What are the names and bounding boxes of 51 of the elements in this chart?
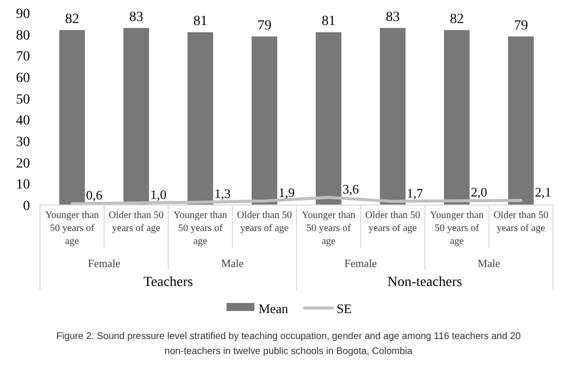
x-tick-label: Younger than 50 years of age: [302, 210, 356, 247]
y-tick-label: 80: [16, 28, 30, 44]
data-label: 83: [129, 10, 144, 25]
text: Female: [88, 258, 120, 270]
data-label: 1,9: [278, 184, 295, 200]
data-label: 1,7: [406, 185, 424, 200]
y-tick-label: 30: [16, 135, 30, 150]
bar: [444, 30, 470, 205]
data-label: 82: [450, 12, 464, 28]
text: Non-teachers: [387, 275, 462, 290]
y-tick-label: 90: [16, 7, 30, 22]
data-label: 82: [65, 12, 80, 28]
x-tick-label: Older than 50 years of age: [108, 210, 164, 234]
x-tick-label: Older than 50 years of age: [365, 210, 420, 234]
bar: [59, 30, 85, 205]
x-tick-label: Younger than 50 years of age: [45, 210, 99, 247]
x-tick-label: Older than 50 years of age: [236, 210, 292, 234]
data-label: 1,0: [150, 186, 166, 202]
data-label: 81: [322, 14, 336, 30]
data-label: 2,0: [470, 184, 488, 200]
data-label: 3,6: [342, 181, 360, 196]
y-tick-label: 0: [23, 199, 30, 214]
data-label: 81: [193, 14, 208, 30]
text: Teachers: [143, 275, 194, 290]
bar: [316, 32, 342, 205]
data-label: 79: [514, 18, 528, 34]
text: Figure 2. Sound pressure level stratified by teaching occupation, gender and age among 116 teachers and 20 non-teachers in twelve public schools in Bogota, Colombia: [56, 331, 521, 357]
legend-label: SE: [336, 301, 352, 316]
text: Female: [344, 258, 377, 270]
data-label: 0,6: [86, 188, 103, 203]
y-tick-label: 60: [16, 71, 30, 86]
bar: [252, 36, 278, 205]
data-label: 1,3: [214, 186, 231, 202]
y-tick-label: 40: [16, 114, 30, 129]
y-tick-label: 50: [16, 92, 30, 108]
data-label: 79: [257, 18, 272, 34]
y-tick-label: 10: [16, 178, 30, 193]
y-tick-label: 70: [16, 50, 30, 65]
bar: [123, 28, 150, 205]
x-tick-label: Older than 50 years of age: [493, 210, 548, 234]
bar: [508, 36, 534, 205]
x-tick-label: Younger than 50 years of age: [430, 210, 484, 247]
legend-label: Mean: [258, 301, 289, 316]
y-tick-label: 20: [16, 156, 30, 172]
data-label: 83: [386, 10, 400, 25]
text: Male: [221, 258, 244, 270]
x-tick-label: Younger than 50 years of age: [173, 210, 228, 247]
data-label: 2,1: [534, 184, 552, 200]
bar: [380, 28, 406, 205]
bar: [187, 32, 214, 205]
text: Male: [478, 258, 500, 270]
